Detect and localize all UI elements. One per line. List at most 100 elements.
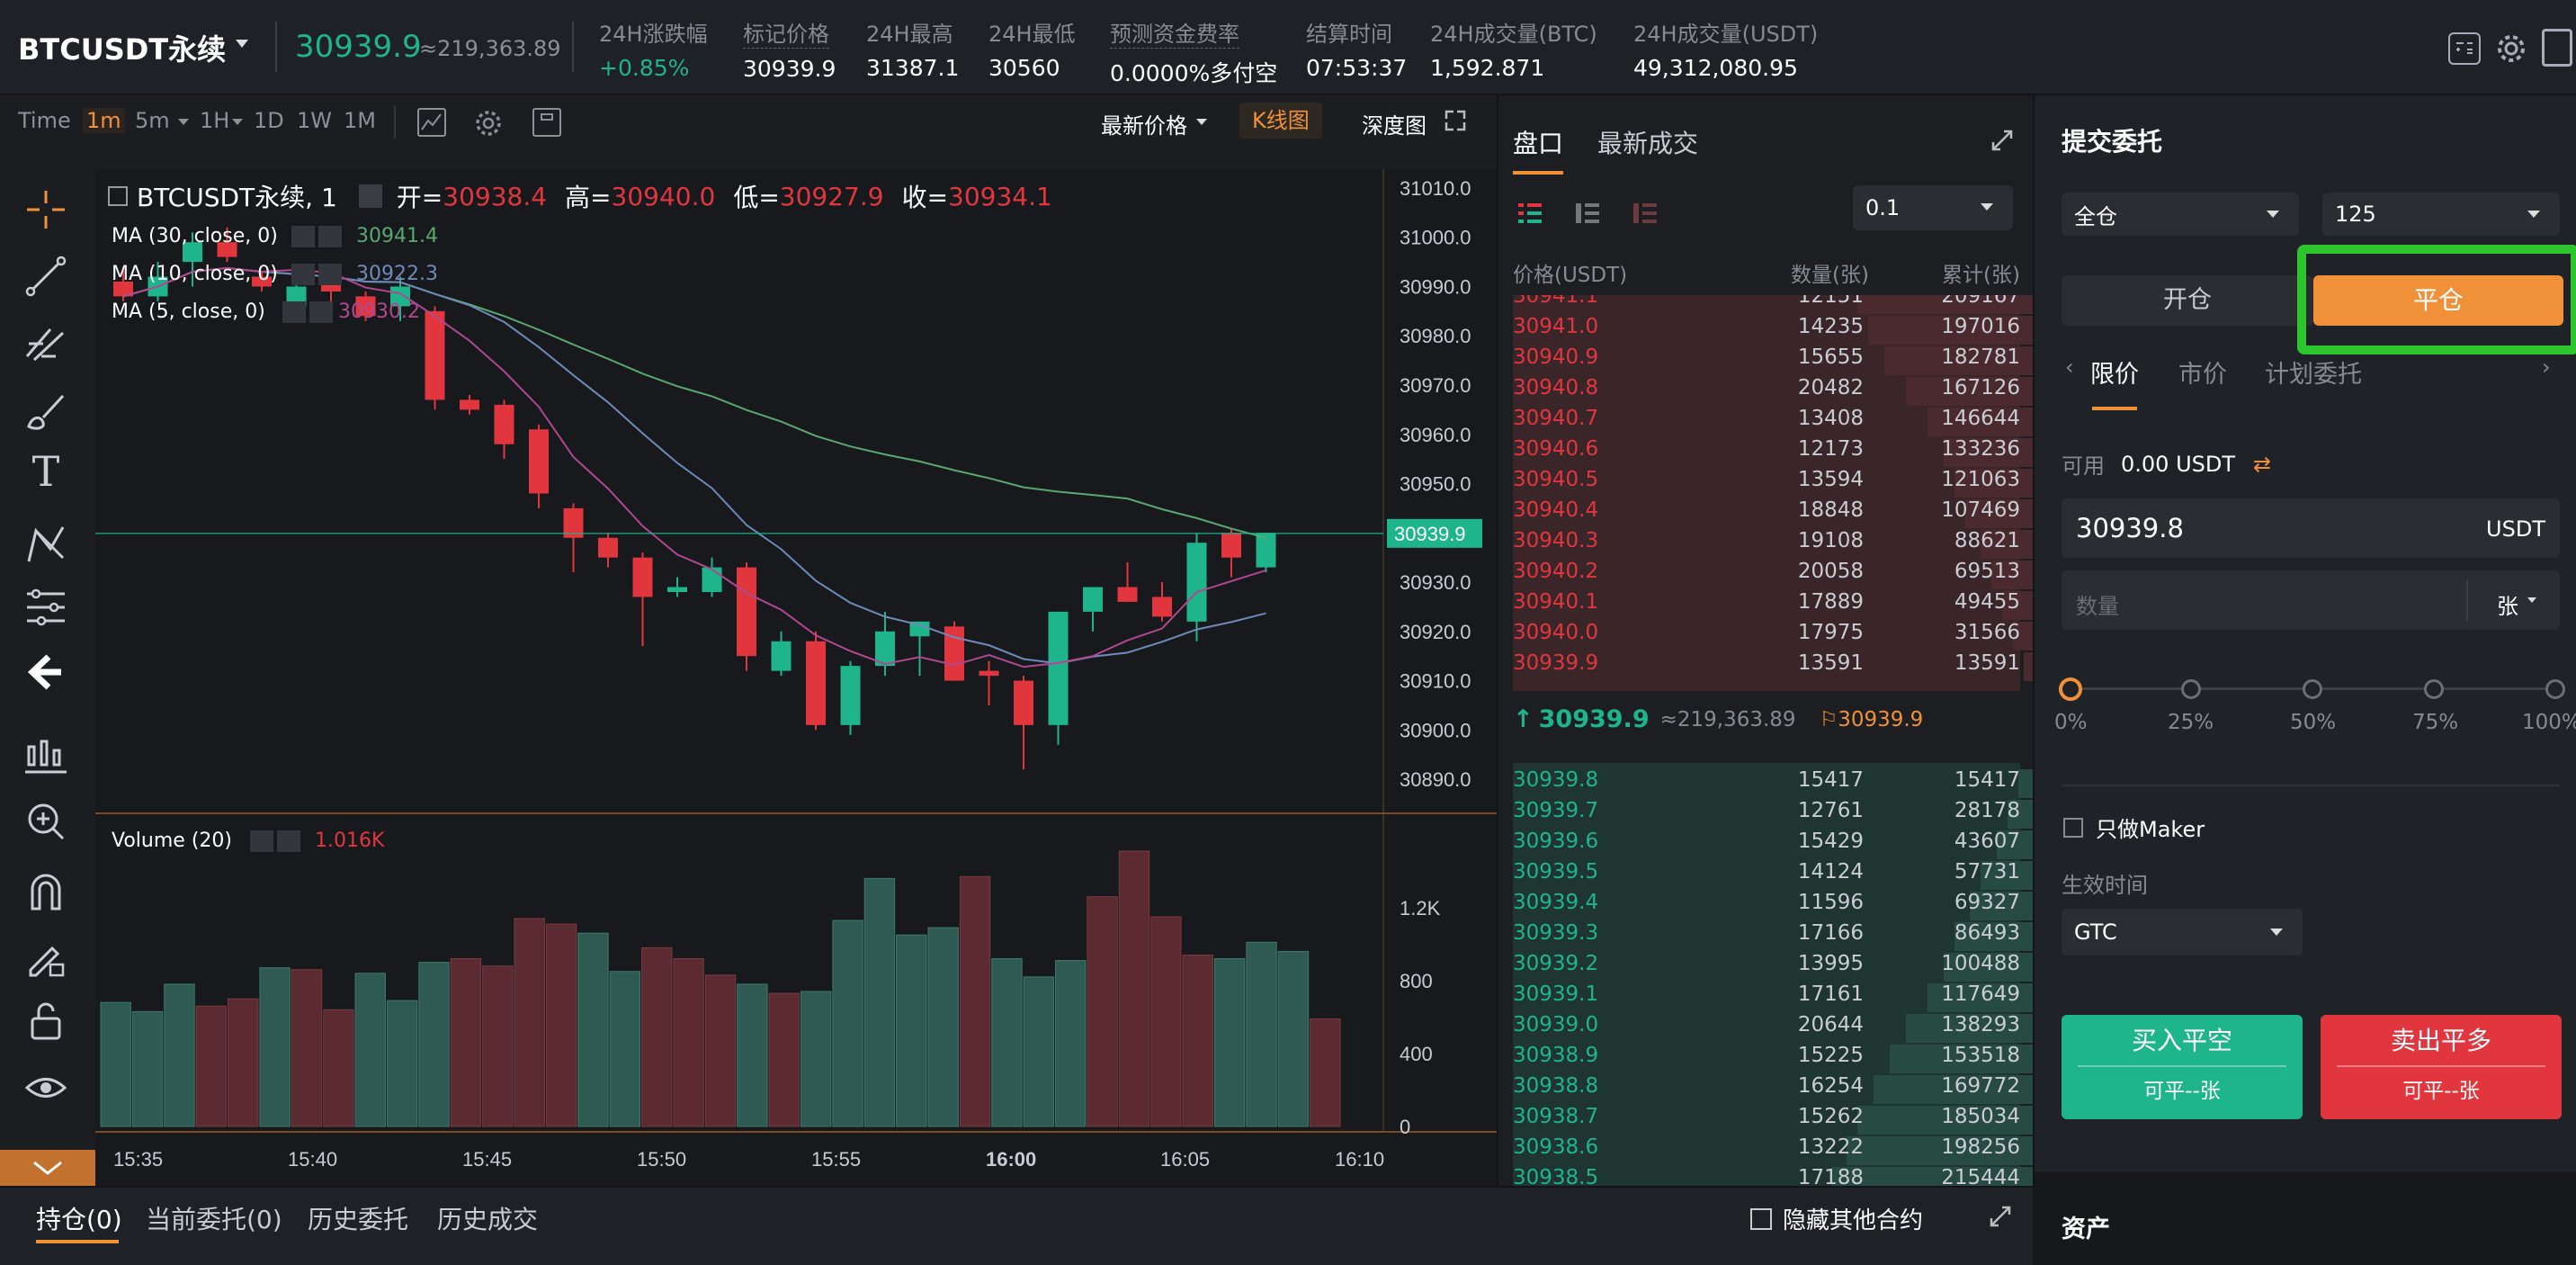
indicator-icon[interactable] <box>417 108 446 137</box>
checkbox-icon[interactable] <box>2063 817 2083 838</box>
timeframe-1h[interactable]: 1H <box>200 108 230 133</box>
ask-row[interactable]: 30940.4 18848 107469 <box>1513 498 2035 529</box>
zoom-in-icon[interactable] <box>23 799 68 844</box>
slider-mark-100[interactable] <box>2545 679 2565 699</box>
quantity-slider-handle[interactable] <box>2059 677 2082 701</box>
chevron-left-icon[interactable]: ‹ <box>2065 354 2074 380</box>
gear-icon[interactable] <box>249 830 273 852</box>
back-arrow-icon[interactable] <box>23 650 68 695</box>
price-input[interactable]: 30939.8 USDT <box>2062 498 2560 558</box>
bid-row[interactable]: 30939.4 11596 69327 <box>1513 891 2035 921</box>
price-type-select[interactable]: 最新价格 <box>1101 113 1187 139</box>
chevron-down-icon[interactable] <box>236 40 248 48</box>
view-both-icon[interactable] <box>1518 202 1542 225</box>
bid-row[interactable]: 30939.2 13995 100488 <box>1513 952 2035 982</box>
ask-row[interactable]: 30940.7 13408 146644 <box>1513 407 2035 437</box>
ask-row[interactable]: 30940.8 20482 167126 <box>1513 376 2035 407</box>
timeframe-1m-month[interactable]: 1M <box>344 108 376 133</box>
calculator-icon[interactable] <box>2448 32 2481 65</box>
collapse-icon[interactable] <box>108 186 128 206</box>
trend-line-icon[interactable] <box>23 254 68 299</box>
tab-open-orders[interactable]: 当前委托(0) <box>146 1205 282 1234</box>
chevron-right-icon[interactable]: › <box>2542 354 2551 380</box>
gear-icon[interactable] <box>291 264 315 285</box>
ask-row[interactable]: 30940.0 17975 31566 <box>1513 621 2035 651</box>
tab-depth[interactable]: 深度图 <box>1362 113 1427 139</box>
bid-row[interactable]: 30939.1 17161 117649 <box>1513 982 2035 1013</box>
gear-icon[interactable] <box>282 301 306 323</box>
slider-mark-50[interactable] <box>2303 679 2322 699</box>
chart-type-icon[interactable] <box>23 736 68 781</box>
brush-icon[interactable] <box>23 389 68 434</box>
bid-row[interactable]: 30938.5 17188 215444 <box>1513 1166 2035 1186</box>
crosshair-icon[interactable] <box>23 187 68 232</box>
chevron-down-icon[interactable] <box>232 119 243 125</box>
timeframe-1m[interactable]: 1m <box>83 108 125 133</box>
magnet-icon[interactable] <box>23 869 68 914</box>
chevron-down-icon[interactable] <box>178 119 189 125</box>
ask-row[interactable]: 30940.9 15655 182781 <box>1513 345 2035 376</box>
timeframe-time[interactable]: Time <box>18 108 71 133</box>
close-icon[interactable] <box>318 264 342 285</box>
view-bids-icon[interactable] <box>1576 202 1599 225</box>
gear-icon[interactable] <box>291 226 315 247</box>
unlock-icon[interactable] <box>23 999 68 1044</box>
save-layout-icon[interactable] <box>532 108 561 137</box>
quantity-unit-select[interactable]: 张 <box>2497 594 2518 619</box>
symbol-title[interactable]: BTCUSDT永续 <box>18 32 227 67</box>
expand-icon[interactable] <box>1443 108 1468 133</box>
close-icon[interactable] <box>309 301 333 323</box>
margin-mode-select[interactable]: 全仓 <box>2062 193 2299 236</box>
timeframe-1w[interactable]: 1W <box>297 108 332 133</box>
bid-row[interactable]: 30939.6 15429 43607 <box>1513 830 2035 860</box>
tab-open-position[interactable]: 开仓 <box>2062 275 2313 326</box>
tab-limit[interactable]: 限价 <box>2090 361 2139 389</box>
ask-row[interactable]: 30940.5 13594 121063 <box>1513 468 2035 498</box>
hide-others-checkbox[interactable]: 隐藏其他合约 <box>1750 1202 1923 1235</box>
sell-close-long-button[interactable]: 卖出平多 可平--张 <box>2321 1015 2562 1119</box>
tab-trade-history[interactable]: 历史成交 <box>437 1205 539 1234</box>
leverage-select[interactable]: 125 <box>2322 193 2560 236</box>
close-icon[interactable] <box>276 830 300 852</box>
pattern-icon[interactable] <box>23 522 68 567</box>
lock-drawing-icon[interactable] <box>23 934 68 979</box>
tab-kline[interactable]: K线图 <box>1239 103 1322 139</box>
document-icon[interactable] <box>2542 29 2572 67</box>
bid-row[interactable]: 30939.5 14124 57731 <box>1513 860 2035 891</box>
bid-row[interactable]: 30938.7 15262 185034 <box>1513 1105 2035 1135</box>
maker-only-checkbox[interactable]: 只做Maker <box>2063 812 2205 843</box>
tab-trigger[interactable]: 计划委托 <box>2265 361 2362 389</box>
bid-row[interactable]: 30939.7 12761 28178 <box>1513 799 2035 830</box>
bid-row[interactable]: 30938.6 13222 198256 <box>1513 1135 2035 1166</box>
chart-settings-icon[interactable] <box>473 108 504 139</box>
slider-mark-25[interactable] <box>2181 679 2201 699</box>
expand-icon[interactable] <box>1990 128 2015 153</box>
tab-orderbook[interactable]: 盘口 <box>1513 129 1564 158</box>
bid-row[interactable]: 30939.0 20644 138293 <box>1513 1013 2035 1044</box>
fib-tool-icon[interactable] <box>23 320 68 365</box>
transfer-icon[interactable]: ⇄ <box>2253 451 2272 477</box>
tab-order-history[interactable]: 历史委托 <box>308 1205 409 1234</box>
ask-row[interactable]: 30940.2 20058 69513 <box>1513 560 2035 590</box>
timeframe-1d[interactable]: 1D <box>254 108 284 133</box>
bid-row[interactable]: 30938.9 15225 153518 <box>1513 1044 2035 1074</box>
chevron-down-icon[interactable] <box>2527 597 2536 603</box>
tab-positions[interactable]: 持仓(0) <box>36 1205 122 1234</box>
ask-row[interactable]: 30941.0 14235 197016 <box>1513 315 2035 345</box>
ask-row[interactable]: 30940.1 17889 49455 <box>1513 590 2035 621</box>
slider-mark-75[interactable] <box>2424 679 2444 699</box>
measure-icon[interactable] <box>23 585 68 630</box>
eye-icon[interactable] <box>23 1065 68 1110</box>
tab-close-position[interactable]: 平仓 <box>2313 275 2563 326</box>
tif-select[interactable]: GTC <box>2062 909 2303 955</box>
chevron-down-icon[interactable] <box>1196 119 1207 125</box>
gear-icon[interactable] <box>358 184 382 208</box>
bid-row[interactable]: 30939.8 15417 15417 <box>1513 768 2035 799</box>
expand-icon[interactable] <box>1988 1204 2013 1229</box>
ask-row[interactable]: 30941.1 12151 209167 <box>1513 295 2035 315</box>
tab-market[interactable]: 市价 <box>2178 361 2227 389</box>
ask-row[interactable]: 30940.3 19108 88621 <box>1513 529 2035 560</box>
precision-select[interactable]: 0.1 <box>1853 185 2013 230</box>
view-asks-icon[interactable] <box>1633 202 1657 225</box>
quantity-input[interactable]: 数量 张 <box>2062 570 2560 630</box>
